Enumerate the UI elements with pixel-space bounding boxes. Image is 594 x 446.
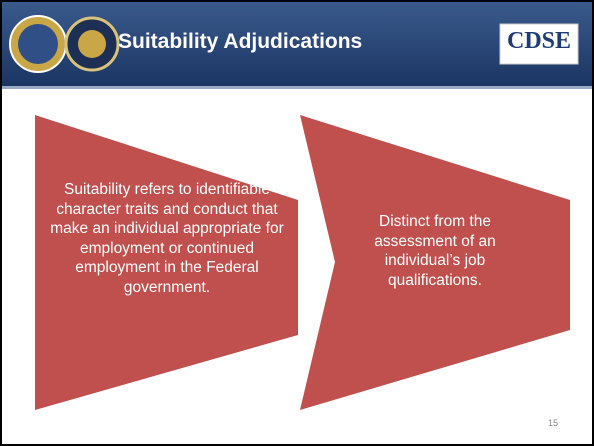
logo-text: CDSE [506,28,572,54]
header-rule [2,86,592,89]
seal-inner [18,24,58,64]
page-number: 15 [548,418,559,428]
chevron [300,115,570,410]
box-text: Suitability refers to identifiable chara… [50,181,284,296]
box-text: Distinct from the assessment of an indiv… [374,213,496,289]
slide-title: Suitability Adjudications [118,30,363,53]
chevron [35,115,298,410]
seal-inner [78,30,106,58]
logo-box [499,23,579,65]
